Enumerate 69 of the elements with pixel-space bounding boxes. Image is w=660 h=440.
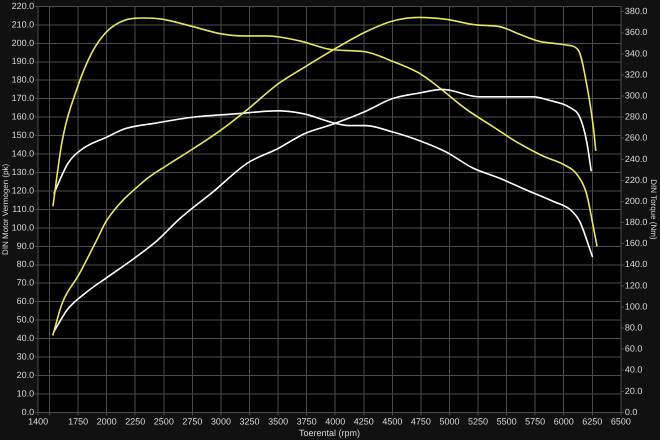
y2-tick-label: 380.0 xyxy=(624,6,648,16)
y-tick-label: 50.0 xyxy=(16,314,34,325)
y-tick-label: 90.0 xyxy=(16,240,34,251)
x-tick-label: 2250 xyxy=(125,416,146,426)
x-tick-label: 2750 xyxy=(182,416,202,426)
x-tick-label: 2000 xyxy=(96,416,117,426)
x-tick-label: 4500 xyxy=(382,416,402,426)
x-tick-label: 1400 xyxy=(28,416,48,426)
y2-tick-label: 300.0 xyxy=(624,90,648,101)
x-tick-label: 5000 xyxy=(439,416,460,426)
y-tick-label: 100.0 xyxy=(12,222,34,232)
y-tick-label: 20.0 xyxy=(16,370,34,380)
y2-tick-label: 100.0 xyxy=(624,301,648,312)
y2-tick-label: 20.0 xyxy=(624,386,642,396)
y-tick-label: 80.0 xyxy=(16,259,34,270)
x-tick-label: 5750 xyxy=(525,416,546,426)
y-tick-label: 120.0 xyxy=(12,185,34,196)
y-tick-label: 0.0 xyxy=(22,406,34,417)
x-tick-label: 3750 xyxy=(296,416,317,426)
y-tick-label: 150.0 xyxy=(12,130,34,140)
y2-tick-label: 80.0 xyxy=(624,322,642,333)
y2-tick-label: 340.0 xyxy=(624,48,648,58)
x-tick-label: 5250 xyxy=(468,416,488,426)
y2-tick-label: 40.0 xyxy=(624,364,642,375)
y2-tick-label: 60.0 xyxy=(624,344,642,354)
y-tick-label: 110.0 xyxy=(12,204,34,214)
x-tick-label: 2500 xyxy=(154,416,174,426)
x-tick-label: 4250 xyxy=(354,416,374,426)
y-tick-label: 180.0 xyxy=(12,74,34,85)
x-tick-label: 6250 xyxy=(582,416,602,426)
line-series xyxy=(52,16,597,336)
y2-tick-label: 360.0 xyxy=(624,27,648,38)
y2-tick-label: 0.0 xyxy=(624,406,638,417)
y-tick-label: 170.0 xyxy=(12,93,34,104)
y2-tick-label: 260.0 xyxy=(624,132,648,143)
y-tick-label: 200.0 xyxy=(12,38,34,48)
y2-tick-label: 140.0 xyxy=(624,259,648,270)
x-tick-label: 6500 xyxy=(610,416,631,426)
y2-tick-label: 320.0 xyxy=(624,69,648,80)
x-tick-label: 3500 xyxy=(268,416,288,426)
x-tick-label: 5500 xyxy=(496,416,517,426)
y-tick-label: 30.0 xyxy=(16,352,34,362)
x-tick-label: 3250 xyxy=(240,416,260,426)
x-tick-label: 4750 xyxy=(410,416,431,426)
x-tick-label: 1750 xyxy=(68,416,88,426)
y2-axis-title: DIN Torque (Nm) xyxy=(648,179,658,240)
y2-tick-label: 180.0 xyxy=(624,217,648,228)
y-tick-label: 130.0 xyxy=(12,166,34,177)
y-tick-label: 190.0 xyxy=(12,56,34,66)
y-tick-label: 160.0 xyxy=(12,112,34,122)
y-tick-label: 220.0 xyxy=(12,0,34,11)
x-tick-label: 3000 xyxy=(210,416,231,426)
y-tick-label: 40.0 xyxy=(16,333,34,344)
y2-tick-label: 200.0 xyxy=(624,196,648,206)
y-axis-title: DIN Motor Vermogen (pk) xyxy=(1,163,10,255)
y2-tick-label: 240.0 xyxy=(624,154,648,164)
x-axis-title: Toerental (rpm) xyxy=(298,428,360,438)
y-tick-label: 60.0 xyxy=(16,296,34,306)
y2-tick-label: 120.0 xyxy=(624,280,648,290)
y-tick-label: 140.0 xyxy=(12,148,34,159)
y2-tick-label: 220.0 xyxy=(624,174,648,185)
x-tick-label: 6000 xyxy=(554,416,574,426)
y-tick-label: 210.0 xyxy=(12,19,34,30)
x-tick-label: 4000 xyxy=(325,416,346,426)
line-series xyxy=(53,88,592,332)
y2-tick-label: 280.0 xyxy=(624,112,648,122)
y-tick-label: 70.0 xyxy=(16,278,34,288)
y2-tick-label: 160.0 xyxy=(624,238,648,248)
y-tick-label: 10.0 xyxy=(16,388,34,398)
